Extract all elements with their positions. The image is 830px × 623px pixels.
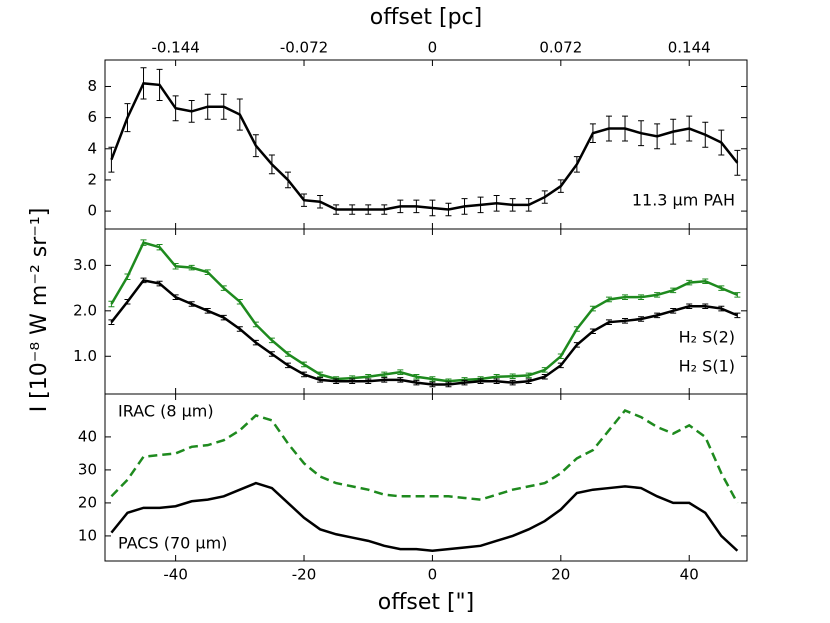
series-label: IRAC (8 μm) (118, 402, 214, 421)
y-tick-label: 10 (78, 526, 97, 544)
y-tick-label: 2.0 (73, 301, 97, 319)
y-tick-label: 4 (87, 139, 97, 157)
x2-axis-label: offset [pc] (370, 5, 482, 30)
y-tick-label: 30 (78, 460, 97, 478)
series-label: 11.3 μm PAH (632, 191, 735, 210)
series-label: PACS (70 μm) (118, 534, 227, 553)
y-tick-label: 2 (87, 170, 97, 188)
series-line (110, 408, 739, 504)
series-label: H₂ S(2) (679, 328, 735, 347)
x-tick-label: 20 (551, 566, 570, 584)
x-tick-label: -40 (163, 566, 188, 584)
panel-frame (104, 393, 748, 562)
series-line (110, 278, 738, 386)
y-tick-label: 8 (87, 77, 97, 95)
y-tick-label: 40 (78, 427, 97, 445)
error-bar (734, 149, 741, 176)
series-line (110, 481, 739, 553)
x-tick-label: 0 (428, 566, 438, 584)
x2-tick-label: -0.072 (280, 39, 328, 57)
y-tick-label: 0 (87, 202, 97, 220)
series-label: H₂ S(1) (679, 357, 735, 376)
y-tick-label: 6 (87, 108, 97, 126)
panel-frame (104, 228, 748, 395)
y-tick-label: 20 (78, 493, 97, 511)
series-line (110, 241, 738, 383)
y-axis-label: I [10⁻⁸ W m⁻² sr⁻¹] (27, 208, 52, 413)
y-tick-label: 3.0 (73, 256, 97, 274)
x2-tick-label: 0.072 (539, 39, 582, 57)
series-line (110, 82, 739, 211)
x-tick-label: -20 (292, 566, 317, 584)
x2-tick-label: 0.144 (668, 39, 711, 57)
y-tick-label: 1.0 (73, 347, 97, 365)
x-tick-label: 40 (680, 566, 699, 584)
x2-tick-label: -0.144 (151, 39, 199, 57)
x-axis-label: offset ["] (378, 590, 475, 615)
x2-tick-label: 0 (428, 39, 438, 57)
